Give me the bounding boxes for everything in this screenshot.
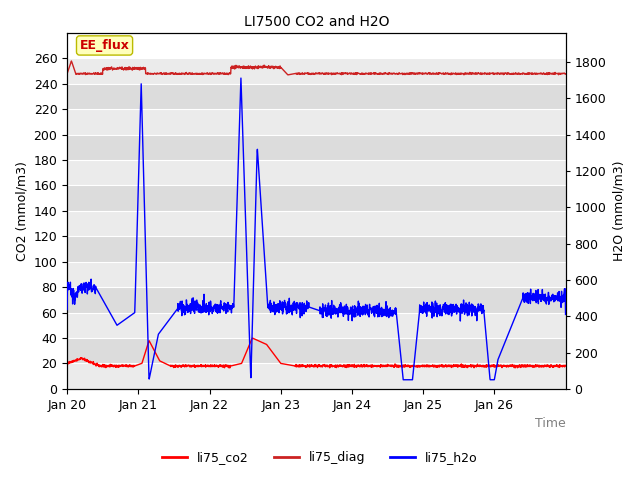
Bar xyxy=(67,109,566,134)
Text: Time: Time xyxy=(535,417,566,430)
Bar xyxy=(67,236,566,262)
Text: EE_flux: EE_flux xyxy=(79,39,129,52)
Bar xyxy=(67,312,566,338)
Bar xyxy=(67,287,566,312)
Legend: li75_co2, li75_diag, li75_h2o: li75_co2, li75_diag, li75_h2o xyxy=(157,446,483,469)
Bar xyxy=(67,262,566,287)
Bar xyxy=(67,160,566,185)
Bar xyxy=(67,134,566,160)
Y-axis label: H2O (mmol/m3): H2O (mmol/m3) xyxy=(612,161,625,261)
Title: LI7500 CO2 and H2O: LI7500 CO2 and H2O xyxy=(244,15,389,29)
Bar xyxy=(67,59,566,84)
Bar xyxy=(67,185,566,211)
Y-axis label: CO2 (mmol/m3): CO2 (mmol/m3) xyxy=(15,161,28,261)
Bar xyxy=(67,363,566,389)
Bar xyxy=(67,338,566,363)
Bar xyxy=(67,84,566,109)
Bar xyxy=(67,211,566,236)
